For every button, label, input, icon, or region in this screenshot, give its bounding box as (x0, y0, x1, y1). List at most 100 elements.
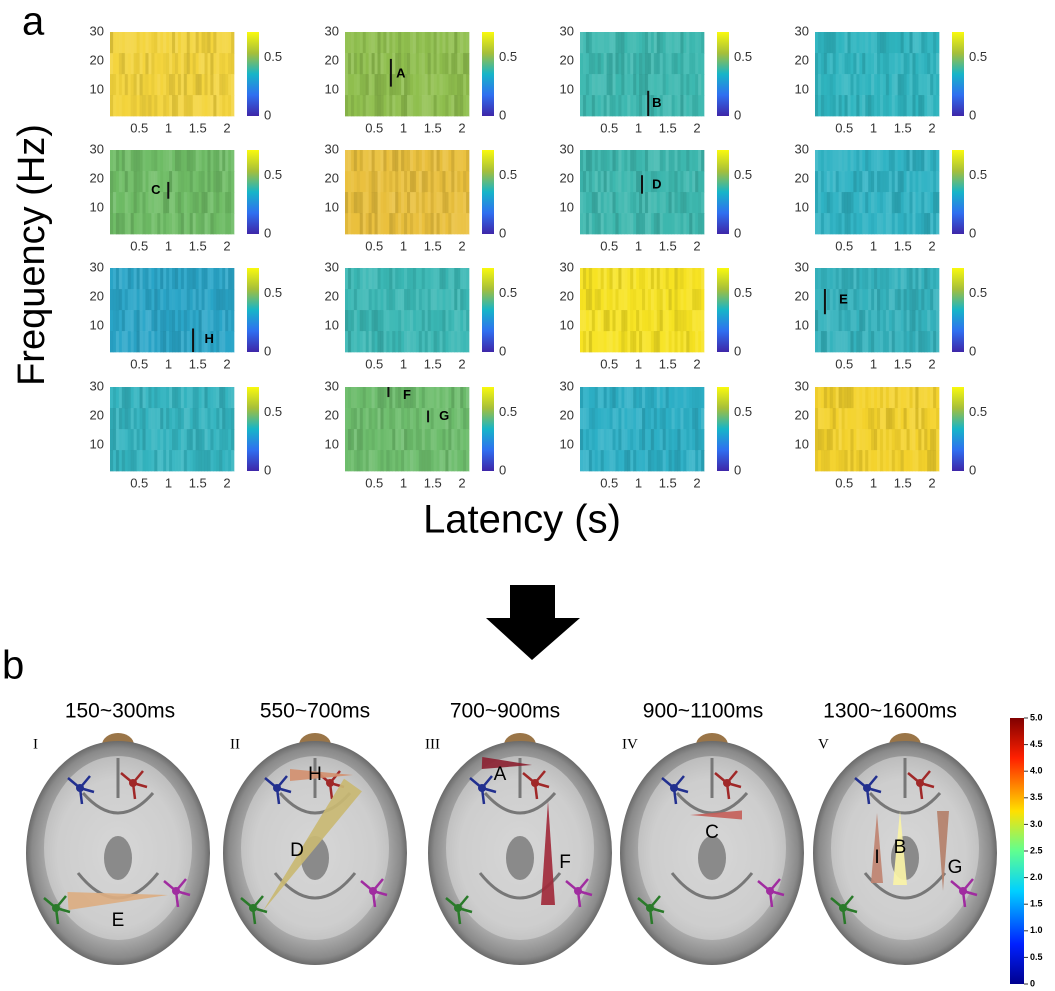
x-tick-label: 1 (635, 475, 642, 490)
heatmap-cell (398, 289, 401, 311)
heatmap-cell (166, 450, 169, 472)
heatmap-cell (225, 429, 228, 451)
heatmap-cell (610, 331, 613, 353)
heatmap-cell (196, 74, 199, 96)
heatmap-cell (351, 53, 354, 75)
heatmap-cell (612, 192, 615, 214)
heatmap-cell (222, 74, 225, 96)
heatmap-cell (228, 171, 231, 193)
heatmap-cell (912, 310, 915, 332)
heatmap-cell (228, 429, 231, 451)
heatmap-cell (351, 408, 354, 430)
heatmap-cell (169, 95, 172, 117)
heatmap-cell (219, 268, 222, 290)
heatmap-cell (830, 192, 833, 214)
electrode-dot (916, 779, 924, 787)
heatmap-cell (856, 408, 859, 430)
heatmap-cell (889, 450, 892, 472)
heatmap-cell (930, 53, 933, 75)
x-tick-label: 0.5 (600, 475, 618, 490)
x-tick-label: 1 (870, 238, 877, 253)
heatmap-cell (845, 331, 848, 353)
heatmap-cell (821, 32, 824, 54)
colorbar-tick-label: 0 (734, 107, 741, 122)
heatmap-cell (657, 192, 660, 214)
heatmap-cell (642, 74, 645, 96)
heatmap-cell (151, 32, 154, 54)
heatmap-cell (377, 192, 380, 214)
heatmap-cell (853, 429, 856, 451)
heatmap-cell (833, 289, 836, 311)
heatmap-cell (199, 150, 202, 172)
heatmap-cell (692, 450, 695, 472)
heatmap-cell (648, 150, 651, 172)
heatmap-cell (701, 331, 704, 353)
heatmap-cell (454, 289, 457, 311)
heatmap-cell (184, 53, 187, 75)
heatmap-cell (886, 450, 889, 472)
heatmap-cell (154, 387, 157, 409)
heatmap-cell (660, 289, 663, 311)
heatmap-cell (145, 408, 148, 430)
heatmap-cell (627, 213, 630, 235)
heatmap-cell (401, 213, 404, 235)
heatmap-cell (392, 213, 395, 235)
heatmap-cell (892, 213, 895, 235)
heatmap-cell (466, 213, 469, 235)
heatmap-cell (119, 213, 122, 235)
heatmap-cell (454, 408, 457, 430)
electrode-dot (670, 784, 678, 792)
heatmap-cell (695, 310, 698, 332)
heatmap-cell (601, 95, 604, 117)
heatmap-cell (369, 171, 372, 193)
heatmap-cell (595, 32, 598, 54)
heatmap-cell (392, 408, 395, 430)
heatmap-cell (677, 95, 680, 117)
heatmap-cell (827, 387, 830, 409)
heatmap-cell (184, 450, 187, 472)
heatmap-cell (853, 331, 856, 353)
heatmap-cell (933, 74, 936, 96)
heatmap-cell (204, 310, 207, 332)
heatmap-cell (901, 192, 904, 214)
heatmap-cell (207, 213, 210, 235)
heatmap-cell (669, 429, 672, 451)
heatmap-cell (451, 268, 454, 290)
heatmap-cell (654, 150, 657, 172)
heatmap-cell (909, 171, 912, 193)
heatmap-cell (595, 289, 598, 311)
heatmap-cell (116, 213, 119, 235)
heatmap-cell (451, 331, 454, 353)
heatmap-cell (345, 150, 348, 172)
heatmap-cell (383, 289, 386, 311)
heatmap-cell (151, 387, 154, 409)
heatmap-cell (624, 387, 627, 409)
y-tick-label: 30 (795, 378, 809, 393)
heatmap-cell (633, 408, 636, 430)
heatmap-cell (122, 95, 125, 117)
heatmap-cell (196, 268, 199, 290)
heatmap-cell (933, 150, 936, 172)
heatmap-cell (142, 310, 145, 332)
heatmap-cell (216, 387, 219, 409)
heatmap-cell (451, 192, 454, 214)
heatmap-cell (839, 74, 842, 96)
heatmap-cell (448, 387, 451, 409)
heatmap-cell (642, 429, 645, 451)
heatmap-cell (886, 213, 889, 235)
heatmap-cell (383, 150, 386, 172)
heatmap-cell (448, 213, 451, 235)
heatmap-cell (175, 387, 178, 409)
heatmap-cell (163, 387, 166, 409)
heatmap-cell (140, 74, 143, 96)
heatmap-cell (134, 408, 137, 430)
heatmap-cell (604, 74, 607, 96)
heatmap-cell (442, 32, 445, 54)
heatmap-cell (895, 213, 898, 235)
heatmap-cell (366, 450, 369, 472)
heatmap-cell (140, 32, 143, 54)
heatmap-cell (466, 32, 469, 54)
heatmap-cell (695, 429, 698, 451)
heatmap: 1020300.511.5200.5 (90, 378, 283, 490)
heatmap-cell (372, 331, 375, 353)
